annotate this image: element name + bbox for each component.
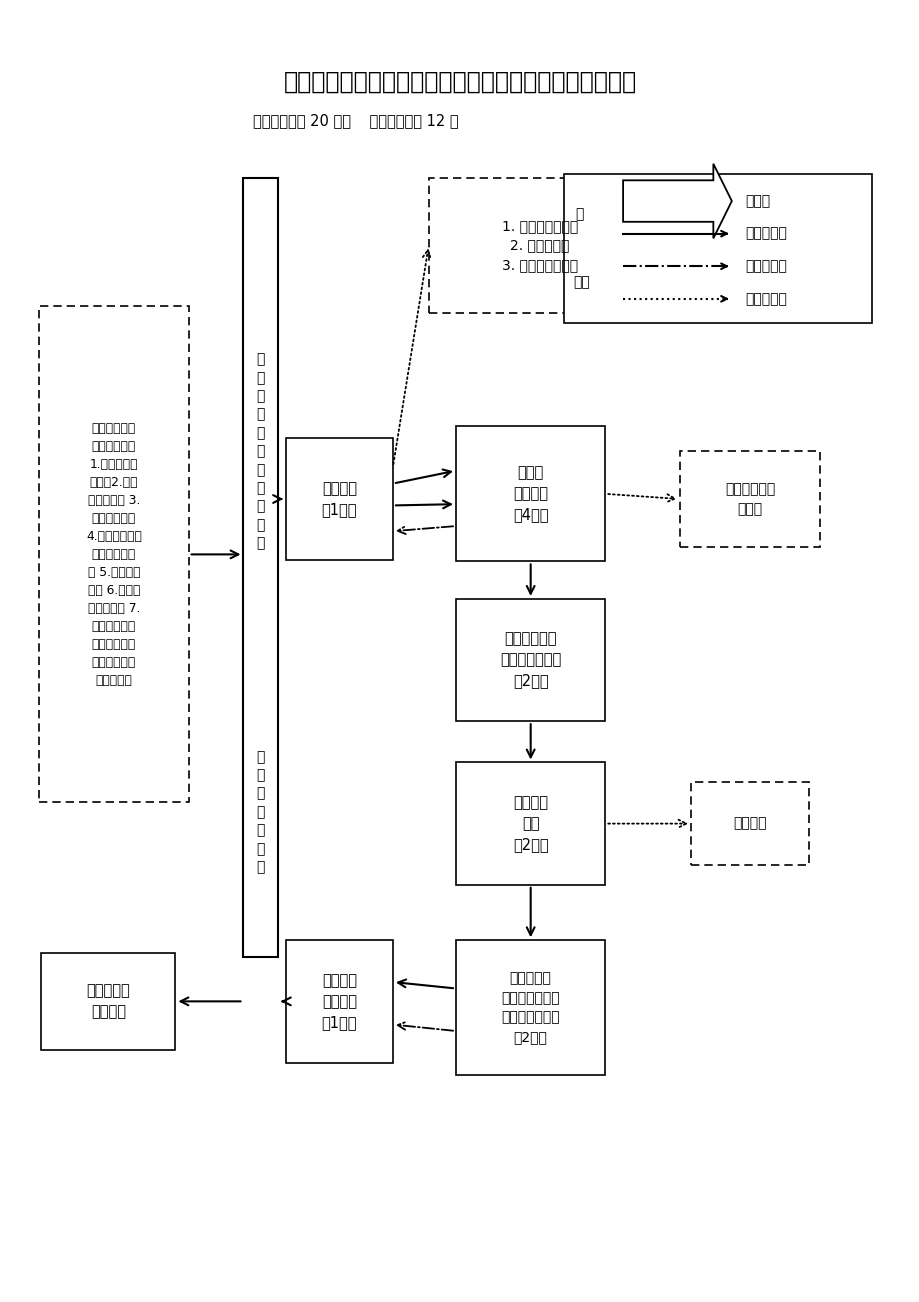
FancyBboxPatch shape (41, 953, 176, 1049)
FancyBboxPatch shape (456, 599, 605, 721)
Text: 1. 不予受理通知书
2. 受理通知书
3. 补正材料通知书: 1. 不予受理通知书 2. 受理通知书 3. 补正材料通知书 (501, 219, 577, 272)
Text: 审批科办理
审批文书、建档
并告知业务科室
（2天）: 审批科办理 审批文书、建档 并告知业务科室 （2天） (501, 971, 560, 1044)
Text: 依法律法规进
行审查: 依法律法规进 行审查 (724, 482, 774, 516)
Text: 文件流: 文件流 (744, 194, 770, 208)
Text: 分管局长
审核
（2天）: 分管局长 审核 （2天） (512, 796, 548, 852)
Text: 签署意见: 签署意见 (732, 816, 766, 831)
FancyBboxPatch shape (563, 174, 871, 323)
Text: 图: 图 (574, 207, 583, 221)
FancyBboxPatch shape (690, 781, 808, 866)
FancyBboxPatch shape (40, 306, 188, 802)
Polygon shape (622, 164, 731, 238)
Text: 申请者领取
审批文书: 申请者领取 审批文书 (86, 983, 130, 1019)
Text: 整
体
协
调
、
运
转: 整 体 协 调 、 运 转 (256, 750, 265, 874)
FancyBboxPatch shape (244, 177, 278, 957)
Text: 审批科
资料审查
（4天）: 审批科 资料审查 （4天） (513, 465, 548, 522)
FancyBboxPatch shape (456, 763, 605, 885)
Text: 信息反馈流: 信息反馈流 (744, 259, 787, 273)
Text: 作业指令流: 作业指令流 (744, 227, 787, 241)
FancyBboxPatch shape (456, 426, 605, 561)
Text: 配套资料流: 配套资料流 (744, 292, 787, 306)
Text: 例：: 例： (573, 276, 589, 289)
FancyBboxPatch shape (428, 177, 650, 312)
Text: 窗口发放
审批文书
（1天）: 窗口发放 审批文书 （1天） (322, 973, 357, 1030)
Text: 申请人携以下
申报资料登记
1.申请书（申
批表）2.可行
性研究报告 3.
理化性能指标
4.包装、储存、
运输的技术要
求 5.安全评价
报告 6.事故应
: 申请人携以下 申报资料登记 1.申请书（申 批表）2.可行 性研究报告 3. 理… (85, 422, 142, 687)
FancyBboxPatch shape (679, 450, 819, 547)
Text: 窗口受理
（1天）: 窗口受理 （1天） (322, 480, 357, 517)
Text: 法定办理时限 20 天内    承诺办理时限 12 天: 法定办理时限 20 天内 承诺办理时限 12 天 (253, 113, 458, 128)
FancyBboxPatch shape (286, 437, 392, 560)
Text: 组织专家评审
并形成专家意见
（2天）: 组织专家评审 并形成专家意见 （2天） (500, 631, 561, 689)
FancyBboxPatch shape (456, 940, 605, 1075)
Text: 行
政
服
务
中
心
安
监
局
窗
口: 行 政 服 务 中 心 安 监 局 窗 口 (256, 353, 265, 551)
Text: 危险化学品生产、储存企业建设项目设立批准工作流程图: 危险化学品生产、储存企业建设项目设立批准工作流程图 (283, 69, 636, 94)
FancyBboxPatch shape (286, 940, 392, 1062)
